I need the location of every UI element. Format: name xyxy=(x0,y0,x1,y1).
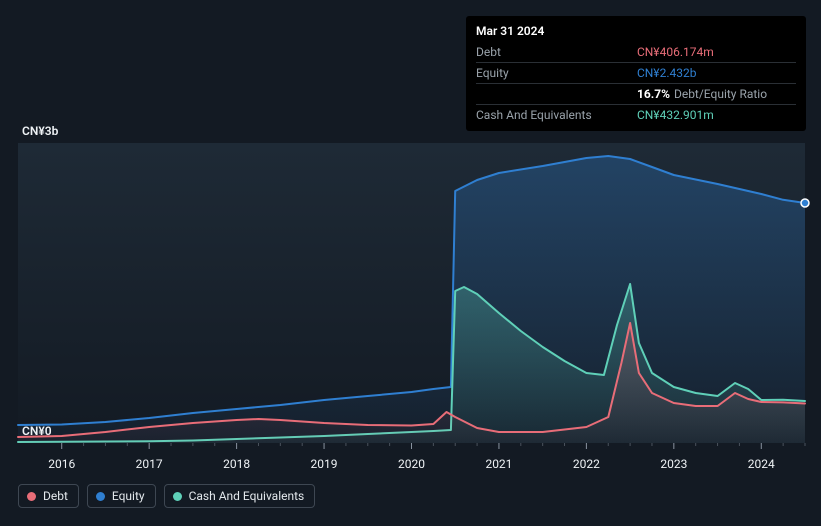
x-axis-label: 2022 xyxy=(573,457,600,471)
legend-item-equity[interactable]: Equity xyxy=(87,484,156,508)
x-axis-label: 2020 xyxy=(398,457,425,471)
tooltip-row-value: CN¥406.174m xyxy=(637,42,796,63)
y-axis-label: CN¥0 xyxy=(22,424,52,438)
legend-swatch xyxy=(27,492,36,501)
x-axis-label: 2016 xyxy=(48,457,75,471)
legend-item-cash[interactable]: Cash And Equivalents xyxy=(164,484,316,508)
y-axis-label: CN¥3b xyxy=(22,124,58,138)
x-axis-label: 2021 xyxy=(485,457,512,471)
x-axis-label: 2019 xyxy=(311,457,338,471)
tooltip-row-label: Equity xyxy=(476,63,637,84)
tooltip-title: Mar 31 2024 xyxy=(476,22,796,42)
x-axis-label: 2024 xyxy=(748,457,775,471)
legend-label: Equity xyxy=(112,489,145,503)
tooltip-row-value: 16.7%Debt/Equity Ratio xyxy=(637,84,796,105)
highlight-marker xyxy=(801,199,809,207)
tooltip-table: DebtCN¥406.174mEquityCN¥2.432b16.7%Debt/… xyxy=(476,42,796,125)
legend-label: Debt xyxy=(43,489,68,503)
tooltip-row-value: CN¥2.432b xyxy=(637,63,796,84)
tooltip-row-label xyxy=(476,84,637,105)
legend-label: Cash And Equivalents xyxy=(189,489,305,503)
legend: Debt Equity Cash And Equivalents xyxy=(18,484,315,508)
data-tooltip: Mar 31 2024 DebtCN¥406.174mEquityCN¥2.43… xyxy=(466,16,806,131)
legend-item-debt[interactable]: Debt xyxy=(18,484,79,508)
tooltip-row-label: Debt xyxy=(476,42,637,63)
x-axis-label: 2018 xyxy=(223,457,250,471)
legend-swatch xyxy=(173,492,182,501)
x-axis-label: 2023 xyxy=(660,457,687,471)
x-axis-label: 2017 xyxy=(136,457,163,471)
legend-swatch xyxy=(96,492,105,501)
tooltip-row-value: CN¥432.901m xyxy=(637,105,796,126)
tooltip-row-label: Cash And Equivalents xyxy=(476,105,637,126)
